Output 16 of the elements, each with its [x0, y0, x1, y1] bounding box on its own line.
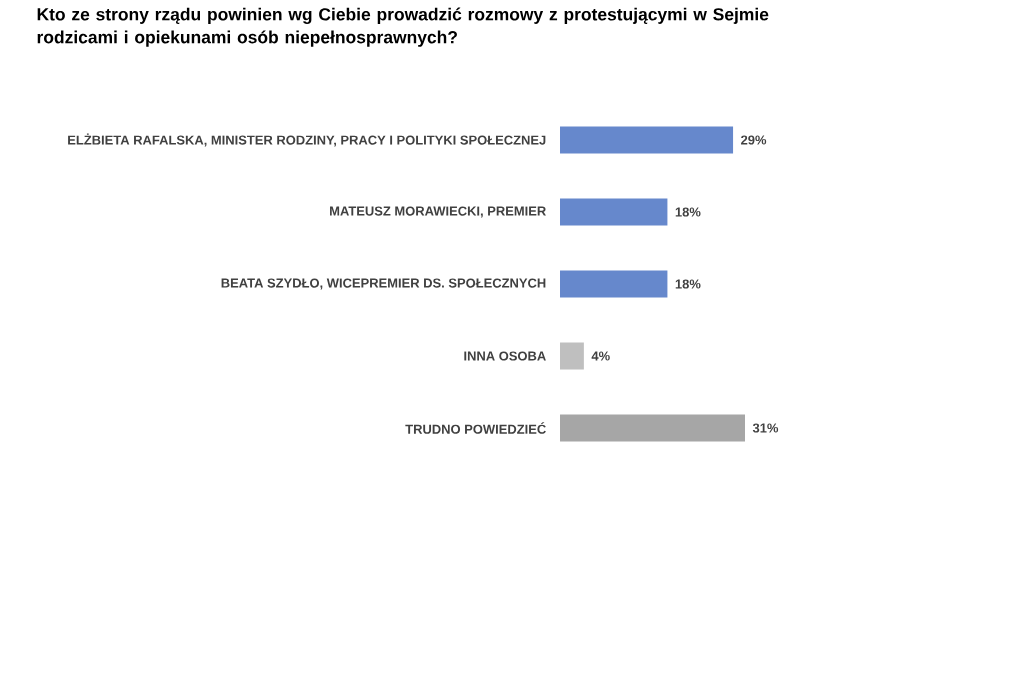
bar: [560, 126, 734, 154]
text: Kto ze strony rządu powinien wg Ciebie prowadzić rozmowy z protestującymi w Sejmie rodzicami i opiekunami osób niepełnosprawnych?: [37, 7, 769, 47]
y-tick-label: MATEUSZ MORAWIECKI, PREMIER: [330, 206, 546, 218]
data-label: 18%: [675, 207, 701, 217]
bar: [560, 414, 745, 442]
bar: [560, 270, 668, 298]
data-label: 4%: [591, 351, 610, 361]
y-tick-label: BEATA SZYDŁO, WICEPREMIER DS. SPOŁECZNYCH: [221, 278, 546, 290]
data-label: 29%: [741, 135, 767, 145]
bar: [560, 342, 584, 370]
data-label: 31%: [752, 423, 779, 433]
y-tick-label: ELŻBIETA RAFALSKA, MINISTER RODZINY, PRACY I POLITYKI SPOŁECZNEJ: [68, 133, 546, 147]
y-tick-label: TRUDNO POWIEDZIEĆ: [405, 422, 546, 434]
y-tick-label: INNA OSOBA: [464, 351, 546, 361]
bar: [560, 198, 668, 226]
data-label: 18%: [675, 279, 701, 289]
